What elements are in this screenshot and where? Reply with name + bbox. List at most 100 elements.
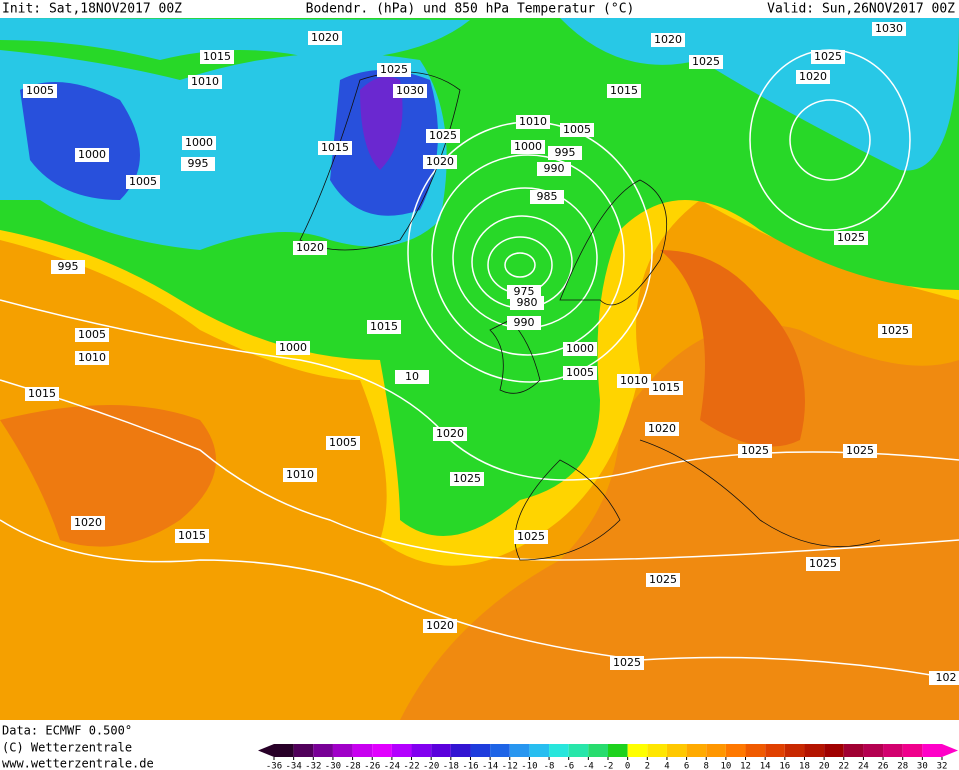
isobar-label-bg (834, 231, 868, 245)
isobar-label: 1020 (296, 241, 324, 254)
isobar-label: 1005 (129, 175, 157, 188)
isobar-label: 1025 (613, 656, 641, 669)
isobar-label-bg (610, 656, 644, 670)
isobar-label: 1020 (799, 70, 827, 83)
isobar-label-bg (645, 422, 679, 436)
colorbar-segment (313, 744, 333, 757)
isobar-label-bg (843, 444, 877, 458)
colorbar-tick-label: 26 (878, 762, 889, 770)
isobar-label-bg (75, 351, 109, 365)
colorbar-tick-label: 30 (917, 762, 928, 770)
isobar-label-bg (318, 141, 352, 155)
isobar-label-bg (175, 529, 209, 543)
colorbar-segment (608, 744, 628, 757)
isobar-label: 980 (517, 296, 538, 309)
colorbar-segment (922, 744, 942, 757)
colorbar-tick-label: 10 (720, 762, 731, 770)
isobar-label-bg (283, 468, 317, 482)
init-label: Init: Sat,18NOV2017 00Z (2, 2, 182, 17)
isobar-label: 1000 (514, 140, 542, 153)
isobar-label: 1005 (563, 123, 591, 136)
colorbar-tick-label: -30 (325, 762, 341, 770)
isobar-label: 1020 (426, 155, 454, 168)
colorbar-segment (804, 744, 825, 757)
colorbar-segment (568, 744, 589, 757)
colorbar-tick-label: 28 (897, 762, 908, 770)
isobar-label: 102 (936, 671, 957, 684)
isobar-label: 1025 (741, 444, 769, 457)
colorbar-tick-label: 20 (819, 762, 830, 770)
colorbar-segment (666, 744, 687, 757)
isobar-label: 1030 (875, 22, 903, 35)
isobar-label: 1025 (649, 573, 677, 586)
header-bg (0, 0, 959, 18)
isobar-label-bg (75, 328, 109, 342)
colorbar-tick-label: -24 (384, 762, 400, 770)
isobar-label: 1020 (311, 31, 339, 44)
colorbar-segment (686, 744, 707, 757)
colorbar-tick-label: -14 (482, 762, 498, 770)
colorbar-segment (411, 744, 432, 757)
isobar-label-bg (563, 366, 597, 380)
isobar-label-bg (395, 370, 429, 384)
colorbar-tick-label: -10 (521, 762, 537, 770)
isobar-label-bg (548, 146, 582, 160)
isobar-label-bg (326, 436, 360, 450)
isobar-label-bg (426, 129, 460, 143)
colorbar-segment (647, 744, 667, 757)
isobar-label-bg (23, 84, 57, 98)
colorbar-segment (352, 744, 373, 757)
isobar-label-bg (367, 320, 401, 334)
isobar-label: 1015 (203, 50, 231, 63)
isobar-label-bg (182, 136, 216, 150)
isobar-label-bg (811, 50, 845, 64)
isobar-label: 1025 (881, 324, 909, 337)
colorbar-tick-label: -28 (344, 762, 360, 770)
colorbar-tick-label: 32 (937, 762, 948, 770)
isobar-label-bg (423, 619, 457, 633)
colorbar: -36 -34 -32 -30 -28 -26 -24 -22 -20 -18 -16 -14 -12-… (258, 744, 958, 770)
isobar-label: 1025 (380, 63, 408, 76)
isobar-label: 1000 (185, 136, 213, 149)
colorbar-segment (784, 744, 805, 757)
isobar-label: 990 (544, 162, 565, 175)
colorbar-segment (372, 744, 392, 757)
colorbar-tick-label: 16 (779, 762, 790, 770)
colorbar-tick-label: -8 (544, 762, 555, 770)
isobar-label: 1025 (837, 231, 865, 244)
colorbar-segment (549, 744, 569, 757)
isobar-label: 1025 (846, 444, 874, 457)
isobar-label: 985 (537, 190, 558, 203)
colorbar-tick-label: -36 (266, 762, 282, 770)
colorbar-tick-label: -22 (403, 762, 419, 770)
isobar-label: 1020 (436, 427, 464, 440)
isobar-label-bg (126, 175, 160, 189)
isobar-label-bg (607, 84, 641, 98)
isobar-label-bg (423, 155, 457, 169)
map (0, 18, 959, 720)
isobar-label: 1015 (321, 141, 349, 154)
isobar-label-bg (872, 22, 906, 36)
isobar-label-bg (433, 427, 467, 441)
isobar-label-bg (537, 162, 571, 176)
isobar-label-bg (188, 75, 222, 89)
isobar-label-bg (617, 374, 651, 388)
isobar-label-bg (507, 285, 541, 299)
isobar-label-bg (71, 516, 105, 530)
colorbar-tick-label: 22 (838, 762, 849, 770)
isobar-label-bg (510, 296, 544, 310)
isobar-label-bg (878, 324, 912, 338)
colorbar-segment (627, 744, 648, 757)
isobar-label-bg (796, 70, 830, 84)
isobar-label-bg (514, 530, 548, 544)
isobar-label: 1010 (286, 468, 314, 481)
isobar-label-bg (560, 123, 594, 137)
colorbar-segment (293, 744, 314, 757)
isobar-label: 1030 (396, 84, 424, 97)
colorbar-segment (588, 744, 608, 757)
colorbar-segment (863, 744, 884, 757)
isobar-label: 1015 (652, 381, 680, 394)
colorbar-segment (470, 744, 491, 757)
isobar-label: 995 (555, 146, 576, 159)
isobar-label: 975 (514, 285, 535, 298)
